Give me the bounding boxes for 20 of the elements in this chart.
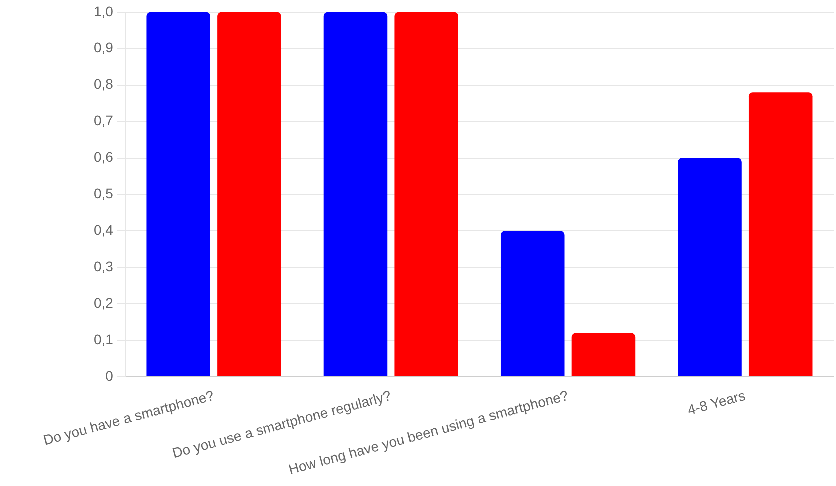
bar — [394, 12, 458, 377]
bar — [218, 12, 282, 377]
y-tick-label: 0,4 — [94, 222, 114, 238]
x-tick-label: 4-8 Years — [686, 387, 748, 418]
bar — [324, 12, 388, 377]
y-tick-label: 0,2 — [94, 294, 114, 311]
y-tick-label: 0,3 — [94, 258, 114, 275]
y-tick-label: 0,9 — [94, 40, 114, 56]
y-tick-label: 0 — [106, 368, 114, 384]
bar — [748, 92, 813, 377]
y-tick-label: 0,1 — [94, 331, 114, 348]
bar — [146, 12, 210, 377]
bar — [572, 333, 636, 377]
y-tick-label: 0,7 — [94, 112, 114, 129]
y-tick-label: 0,5 — [94, 186, 114, 202]
y-tick-label: 0,8 — [94, 76, 114, 92]
y-tick-label: 0,6 — [94, 149, 114, 166]
bar — [678, 158, 742, 377]
bar — [500, 231, 565, 377]
y-tick-label: 1,0 — [94, 3, 114, 20]
